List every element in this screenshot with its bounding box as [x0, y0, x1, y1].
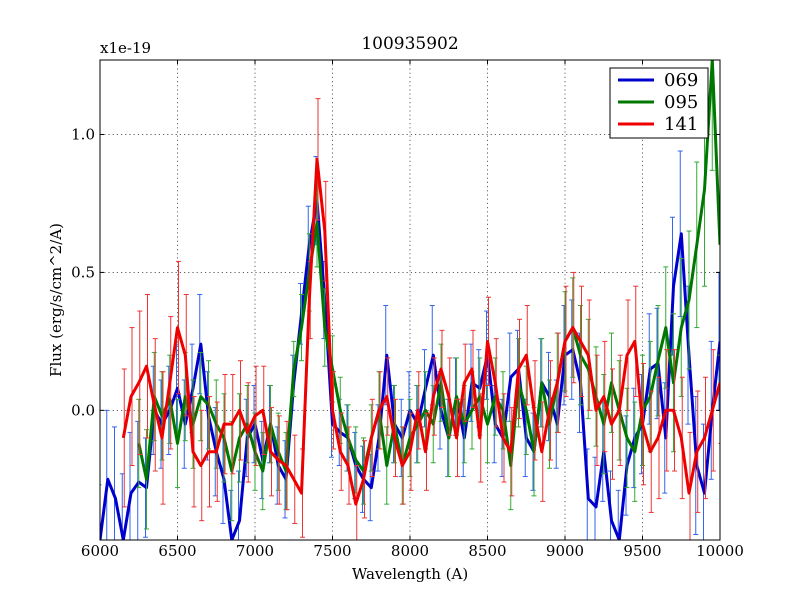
y-tick-label: 0.0 [71, 401, 95, 419]
x-tick-label: 7000 [236, 542, 274, 560]
series-line-141 [121, 157, 720, 506]
x-tick-label: 9000 [546, 542, 584, 560]
legend-label-069: 069 [664, 70, 698, 91]
y-tick-label: 0.5 [71, 263, 95, 281]
y-axis-label: Flux (erg/s/cm^2/A) [47, 223, 65, 377]
x-tick-label: 6500 [158, 542, 196, 560]
chart-title: 100935902 [361, 34, 458, 54]
x-tick-label: 6000 [81, 542, 119, 560]
x-tick-label: 9500 [623, 542, 661, 560]
x-tick-label: 8000 [391, 542, 429, 560]
x-tick-label: 8500 [468, 542, 506, 560]
y-offset-label: x1e-19 [100, 39, 151, 57]
series-141 [121, 98, 720, 540]
series-group [100, 60, 720, 540]
ticks: 6000 6500 7000 7500 8000 8500 9000 9500 10000 0.0… [71, 60, 744, 560]
legend-label-141: 141 [664, 114, 698, 135]
y-tick-label: 1.0 [71, 125, 95, 143]
x-tick-label: 10000 [696, 542, 744, 560]
series-095 [136, 60, 720, 530]
legend-label-095: 095 [664, 92, 698, 113]
x-axis-label: Wavelength (A) [352, 565, 468, 583]
x-tick-label: 7500 [313, 542, 351, 560]
